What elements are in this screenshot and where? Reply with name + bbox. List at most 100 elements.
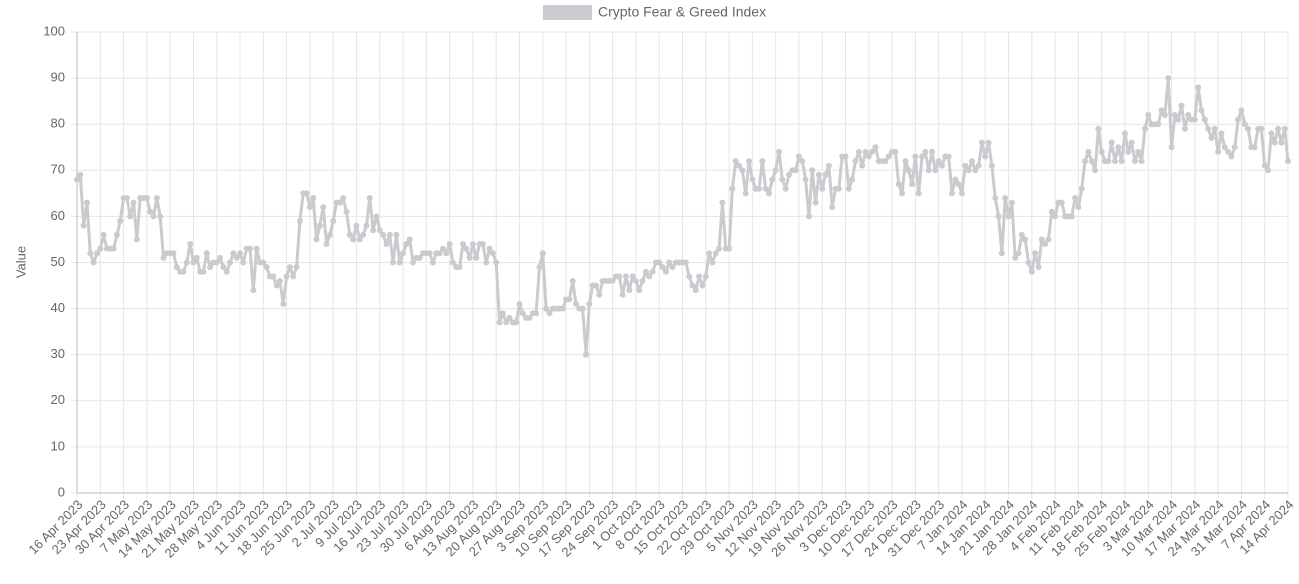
data-point — [689, 282, 696, 289]
data-point — [1092, 167, 1099, 174]
data-point — [583, 351, 590, 358]
data-point — [157, 213, 164, 220]
data-point — [323, 241, 330, 248]
data-point — [380, 231, 387, 238]
data-point — [1261, 162, 1268, 169]
data-point — [1105, 158, 1112, 165]
data-point — [1218, 130, 1225, 137]
data-point — [263, 264, 270, 271]
data-point — [955, 181, 962, 188]
data-point — [93, 250, 100, 257]
data-point — [579, 305, 586, 312]
data-point — [978, 139, 985, 146]
data-point — [719, 199, 726, 206]
data-point — [596, 291, 603, 298]
data-point — [1181, 125, 1188, 132]
data-point — [925, 167, 932, 174]
data-point — [416, 254, 423, 261]
data-point — [303, 190, 310, 197]
data-point — [892, 148, 899, 155]
data-point — [912, 153, 919, 160]
data-point — [410, 259, 417, 266]
data-point — [489, 250, 496, 257]
data-point — [150, 213, 157, 220]
data-point — [313, 236, 320, 243]
data-point — [972, 167, 979, 174]
data-point — [240, 259, 247, 266]
data-point — [1135, 148, 1142, 155]
data-point — [1028, 268, 1035, 275]
data-point — [1198, 107, 1205, 114]
data-point — [483, 259, 490, 266]
data-point — [1171, 111, 1178, 118]
data-point — [712, 250, 719, 257]
data-point — [1128, 139, 1135, 146]
data-point — [682, 259, 689, 266]
data-point — [702, 273, 709, 280]
data-point — [766, 190, 772, 197]
legend-label[interactable]: Crypto Fear & Greed Index — [598, 4, 766, 20]
data-point — [1141, 125, 1148, 132]
data-point — [792, 167, 799, 174]
data-point — [716, 245, 723, 252]
data-point — [872, 144, 879, 151]
data-point — [77, 171, 84, 178]
data-point — [1082, 158, 1089, 165]
data-point — [536, 264, 543, 271]
data-point — [1285, 158, 1291, 165]
data-point — [100, 231, 107, 238]
data-point — [217, 254, 224, 261]
data-point — [666, 259, 673, 266]
data-point — [533, 310, 540, 317]
data-point — [749, 176, 756, 183]
data-point — [97, 245, 104, 252]
data-point — [1168, 144, 1175, 151]
data-point — [825, 162, 832, 169]
data-point — [459, 241, 466, 248]
data-point — [350, 236, 357, 243]
y-tick-label: 60 — [51, 208, 65, 223]
data-point — [859, 162, 866, 169]
data-point — [1225, 148, 1232, 155]
data-point — [1161, 111, 1168, 118]
data-point — [1018, 231, 1025, 238]
data-point — [642, 268, 649, 275]
data-point — [207, 264, 214, 271]
data-point — [1138, 158, 1145, 165]
data-point — [220, 264, 227, 271]
data-point — [1108, 139, 1115, 146]
data-point — [593, 282, 599, 289]
data-point — [805, 213, 812, 220]
legend-swatch[interactable] — [543, 5, 592, 20]
data-point — [200, 268, 207, 275]
data-point — [80, 222, 87, 229]
data-point — [1115, 144, 1122, 151]
data-point — [486, 245, 493, 252]
data-point — [233, 254, 240, 261]
data-point — [782, 185, 789, 192]
data-point — [513, 319, 520, 326]
data-point — [739, 167, 746, 174]
data-point — [1271, 139, 1278, 146]
data-point — [759, 158, 766, 165]
data-point — [1221, 144, 1228, 151]
data-point — [1155, 121, 1162, 128]
y-tick-label: 30 — [51, 346, 65, 361]
data-point — [799, 158, 806, 165]
data-point — [1158, 107, 1165, 114]
y-axis-title: Value — [13, 246, 28, 278]
data-point — [1042, 241, 1049, 248]
data-point — [466, 254, 473, 261]
data-point — [187, 241, 194, 248]
data-point — [283, 273, 290, 280]
data-point — [935, 158, 942, 165]
data-point — [426, 250, 433, 257]
data-point — [143, 194, 150, 201]
data-point — [1278, 139, 1285, 146]
data-point — [855, 148, 862, 155]
data-point — [939, 162, 945, 169]
data-point — [726, 245, 733, 252]
data-point — [1201, 116, 1208, 123]
data-point — [160, 254, 167, 261]
